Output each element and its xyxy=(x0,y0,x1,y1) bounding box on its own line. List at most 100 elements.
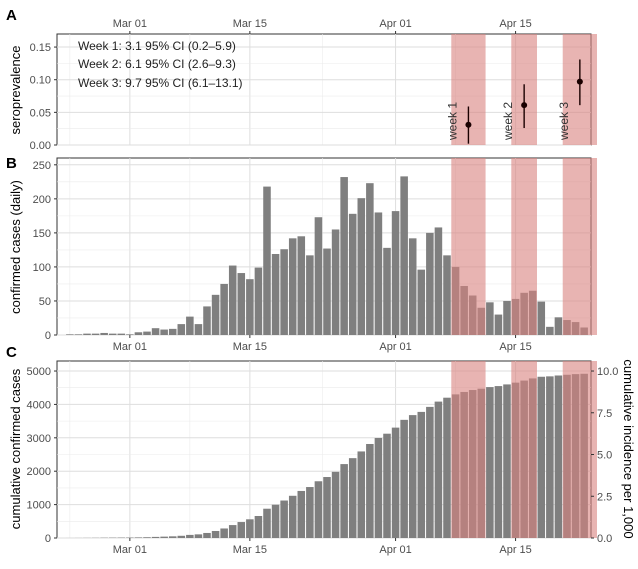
panel-c-ylabel: cumulative confirmed cases xyxy=(8,368,23,529)
daily-bar xyxy=(271,253,280,335)
daily-bar xyxy=(537,301,546,335)
cumulative-bar xyxy=(211,530,220,538)
c-week-3-band xyxy=(562,361,597,538)
c-week-2-band xyxy=(511,361,537,538)
daily-bar xyxy=(486,302,494,335)
daily-bar xyxy=(426,232,434,335)
daily-bar xyxy=(194,324,203,335)
cumulative-bar xyxy=(374,437,383,538)
c-y-right-tick-label: 5.0 xyxy=(597,450,612,462)
daily-bar xyxy=(383,247,391,335)
daily-bar xyxy=(297,236,306,335)
daily-bar xyxy=(228,265,237,335)
c-x-tick-label: Mar 01 xyxy=(113,544,147,556)
a-y-tick-label: 0.15 xyxy=(30,42,51,54)
cumulative-bar xyxy=(391,427,400,538)
cumulative-bar xyxy=(306,487,314,538)
b-y-tick-label: 0 xyxy=(45,330,51,342)
daily-bar xyxy=(434,227,443,335)
panel-a-points xyxy=(465,59,583,144)
daily-bar xyxy=(306,255,314,335)
daily-bar xyxy=(117,333,126,335)
daily-bar xyxy=(391,211,400,335)
daily-bar xyxy=(323,248,331,335)
panel-b-x-ticks: Mar 01 Mar 15 Apr 01 Apr 15 xyxy=(113,335,532,353)
c-y-right-tick-label: 2.5 xyxy=(597,491,612,503)
cumulative-bar xyxy=(554,375,563,538)
cumulative-bar xyxy=(228,525,237,538)
cumulative-bar xyxy=(254,515,263,538)
daily-bar xyxy=(503,300,511,335)
c-y-tick-label: 5000 xyxy=(27,366,51,378)
c-x-tick-label: Apr 15 xyxy=(499,544,531,556)
panel-b-bars xyxy=(66,176,588,335)
a-x-tick-label: Apr 01 xyxy=(379,18,411,30)
daily-bar xyxy=(237,273,246,335)
cumulative-bar xyxy=(314,481,323,538)
cumulative-bar xyxy=(417,411,426,538)
cumulative-bar xyxy=(408,415,417,538)
panel-a-y-ticks: 0.00 0.05 0.10 0.15 xyxy=(30,42,57,152)
c-x-tick-label: Apr 01 xyxy=(379,544,411,556)
daily-bar xyxy=(280,249,288,335)
cumulative-bar xyxy=(366,443,374,538)
b-x-tick-label: Apr 15 xyxy=(499,341,531,353)
daily-bar xyxy=(246,279,254,335)
cumulative-bar xyxy=(486,387,494,538)
daily-bar xyxy=(126,334,134,335)
daily-bar xyxy=(443,255,451,335)
cumulative-bar xyxy=(383,433,391,538)
daily-bar xyxy=(288,238,297,335)
panel-c-y-ticks-right: 0.0 2.5 5.0 7.5 10.0 xyxy=(591,366,618,545)
cumulative-bar xyxy=(443,397,451,538)
b-x-tick-label: Mar 01 xyxy=(113,341,147,353)
c-y-right-tick-label: 0.0 xyxy=(597,533,612,545)
daily-bar xyxy=(91,333,100,335)
daily-bar xyxy=(74,334,83,335)
daily-bar xyxy=(151,328,160,335)
daily-bar xyxy=(331,229,340,335)
cumulative-bar xyxy=(348,458,357,538)
cumulative-bar xyxy=(288,495,297,538)
panel-b-ylabel: confirmed cases (daily) xyxy=(8,180,23,314)
panel-a-grid xyxy=(57,34,591,146)
panel-a-week-labels: week 1 week 2 week 3 xyxy=(445,102,570,141)
c-y-tick-label: 3000 xyxy=(27,433,51,445)
daily-bar xyxy=(168,328,177,335)
c-y-tick-label: 4000 xyxy=(27,399,51,411)
panel-c-shading xyxy=(451,361,597,538)
daily-bar xyxy=(100,332,108,335)
c-y-tick-label: 2000 xyxy=(27,466,51,478)
a-x-tick-label: Mar 15 xyxy=(233,18,267,30)
daily-bar xyxy=(348,213,357,335)
daily-bar xyxy=(366,183,374,335)
panel-a-shading xyxy=(451,34,597,145)
daily-bar xyxy=(400,176,408,335)
daily-bar xyxy=(66,334,74,335)
c-y-tick-label: 1000 xyxy=(27,500,51,512)
cumulative-bar xyxy=(271,504,280,538)
daily-bar xyxy=(340,177,348,335)
cumulative-bar xyxy=(143,537,151,538)
daily-bar xyxy=(186,316,194,335)
daily-bar xyxy=(143,331,151,335)
cumulative-bar xyxy=(134,537,143,538)
cumulative-bar xyxy=(220,528,228,538)
cumulative-bar xyxy=(237,522,246,538)
daily-bar xyxy=(263,186,271,335)
week-2-point xyxy=(521,102,528,109)
daily-bar xyxy=(254,267,263,335)
b-y-tick-label: 150 xyxy=(33,228,51,240)
cumulative-bar xyxy=(537,376,546,538)
c-y-right-tick-label: 7.5 xyxy=(597,408,612,420)
cumulative-bar xyxy=(151,536,160,538)
cumulative-bar xyxy=(323,477,331,538)
a-x-tick-label: Mar 01 xyxy=(113,18,147,30)
b-y-tick-label: 100 xyxy=(33,262,51,274)
cumulative-bar xyxy=(203,532,211,538)
panel-b-shading xyxy=(451,158,597,335)
cumulative-bar xyxy=(297,490,306,538)
annotation-week-2: Week 2: 6.1 95% CI (2.6–9.3) xyxy=(78,57,236,71)
b-y-tick-label: 50 xyxy=(39,296,51,308)
